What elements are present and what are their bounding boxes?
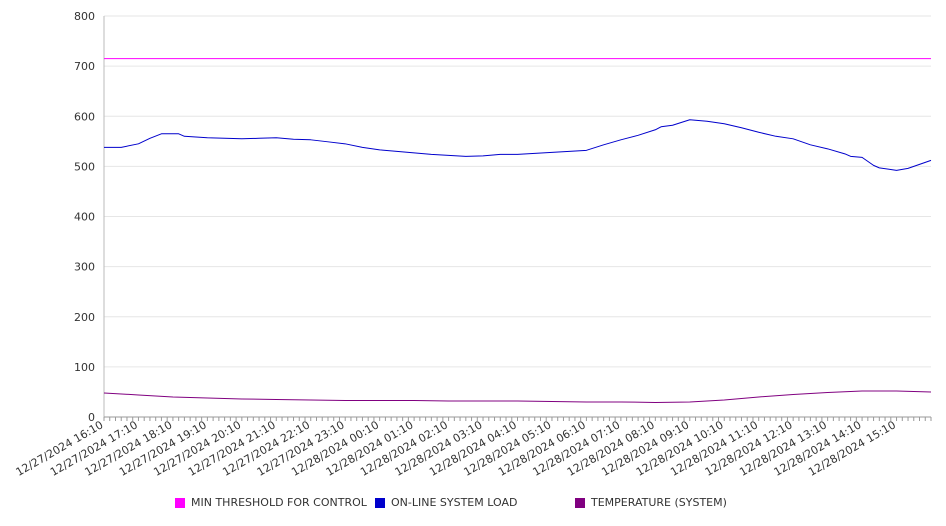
y-tick-label: 800 bbox=[74, 10, 95, 23]
legend-label-threshold: MIN THRESHOLD FOR CONTROL bbox=[191, 496, 367, 509]
legend-swatch-temperature bbox=[575, 497, 585, 508]
y-tick-label: 0 bbox=[88, 411, 95, 424]
legend-label-system-load: ON-LINE SYSTEM LOAD bbox=[391, 496, 518, 509]
legend: MIN THRESHOLD FOR CONTROL ON-LINE SYSTEM… bbox=[0, 496, 946, 516]
line-chart: 0 100 200 300 400 500 600 700 800 12/27/2024 16:… bbox=[14, 10, 932, 479]
legend-swatch-threshold bbox=[175, 497, 185, 508]
axes bbox=[103, 16, 932, 421]
legend-item-temperature: TEMPERATURE (SYSTEM) bbox=[575, 496, 727, 509]
y-tick-label: 700 bbox=[74, 60, 95, 73]
y-tick-label: 200 bbox=[74, 311, 95, 324]
legend-label-temperature: TEMPERATURE (SYSTEM) bbox=[591, 496, 727, 509]
y-tick-label: 500 bbox=[74, 160, 95, 173]
legend-swatch-system-load bbox=[375, 497, 385, 508]
y-tick-label: 400 bbox=[74, 211, 95, 224]
y-tick-label: 100 bbox=[74, 361, 95, 374]
series-line-temperature-system bbox=[103, 390, 932, 403]
series-lines bbox=[103, 58, 932, 403]
legend-item-threshold: MIN THRESHOLD FOR CONTROL bbox=[175, 496, 367, 509]
y-tick-label: 300 bbox=[74, 261, 95, 274]
y-tick-labels: 0 100 200 300 400 500 600 700 800 bbox=[74, 10, 95, 424]
y-tick-label: 600 bbox=[74, 110, 95, 123]
grid-lines bbox=[104, 15, 931, 368]
legend-item-system-load: ON-LINE SYSTEM LOAD bbox=[375, 496, 517, 509]
series-line-on-line-system-load bbox=[104, 119, 932, 171]
